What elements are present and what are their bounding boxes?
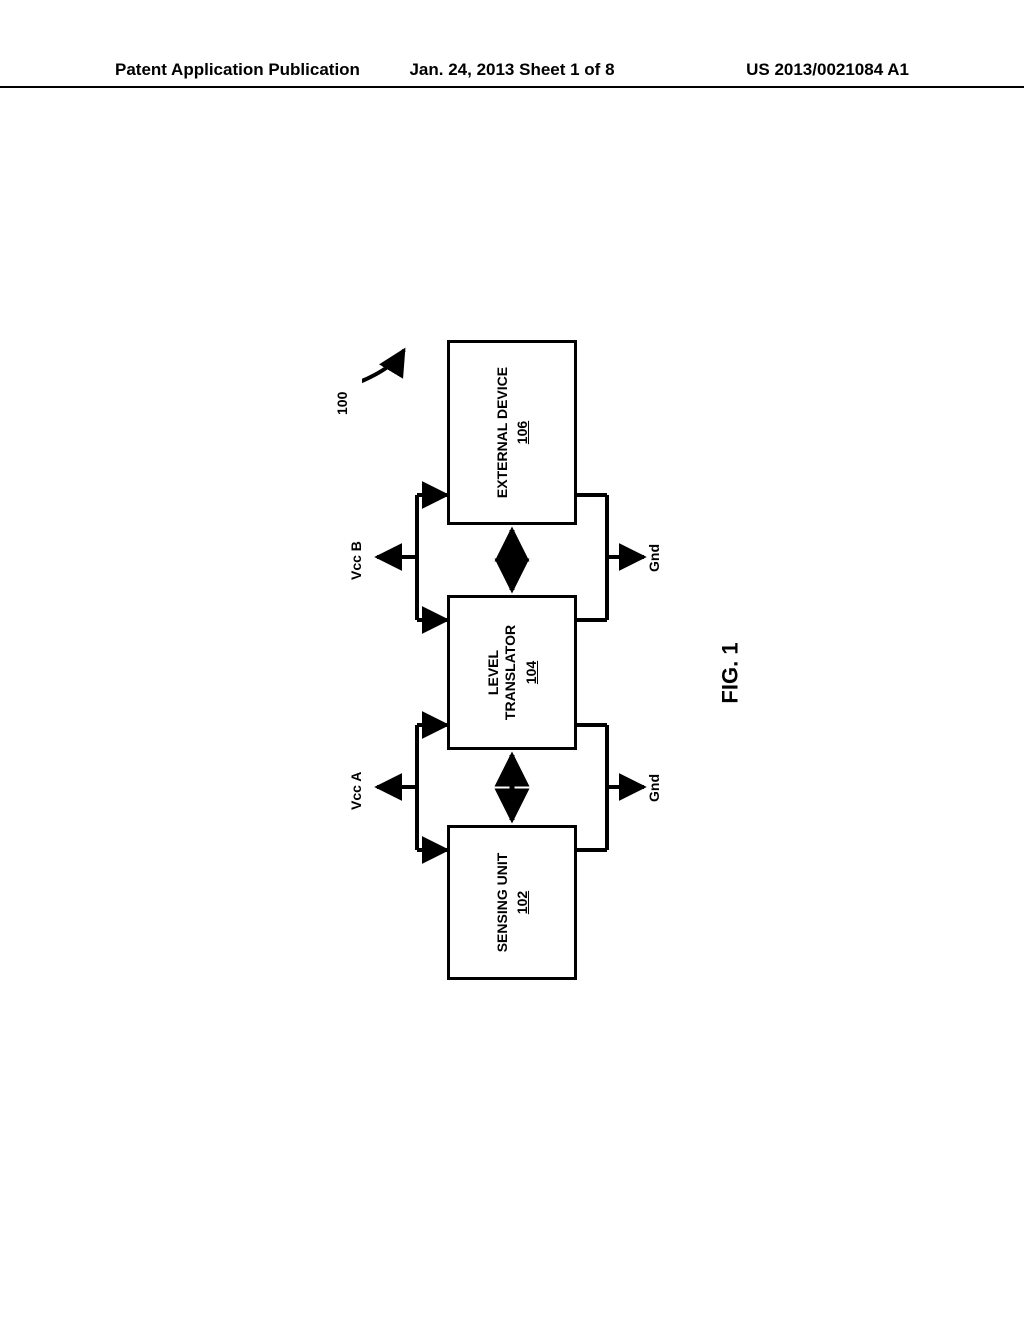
- label-gnd-left: Gnd: [646, 774, 662, 802]
- block-level-translator: LEVEL TRANSLATOR 104: [447, 595, 577, 750]
- block-title: LEVEL TRANSLATOR: [485, 625, 519, 720]
- label-vcc-a: Vcc A: [348, 772, 364, 810]
- block-sensing-unit: SENSING UNIT 102: [447, 825, 577, 980]
- block-external-device: EXTERNAL DEVICE 106: [447, 340, 577, 525]
- block-ref: 104: [523, 661, 539, 684]
- header-right-text: US 2013/0021084 A1: [746, 60, 909, 80]
- page-header: Patent Application Publication Jan. 24, …: [0, 58, 1024, 88]
- figure-caption: FIG. 1: [718, 642, 744, 703]
- label-system-ref: 100: [334, 392, 350, 415]
- header-left-text: Patent Application Publication: [115, 60, 360, 80]
- page: Patent Application Publication Jan. 24, …: [0, 0, 1024, 1320]
- label-gnd-right: Gnd: [646, 544, 662, 572]
- diagram-container: SENSING UNIT 102 LEVEL TRANSLATOR 104 EX…: [362, 340, 662, 980]
- label-vcc-b: Vcc B: [348, 541, 364, 580]
- block-ref: 102: [514, 891, 530, 914]
- block-title: EXTERNAL DEVICE: [494, 367, 511, 498]
- block-ref: 106: [514, 421, 530, 444]
- block-title: SENSING UNIT: [494, 853, 511, 953]
- header-center-text: Jan. 24, 2013 Sheet 1 of 8: [409, 60, 614, 80]
- block-diagram: SENSING UNIT 102 LEVEL TRANSLATOR 104 EX…: [362, 340, 662, 980]
